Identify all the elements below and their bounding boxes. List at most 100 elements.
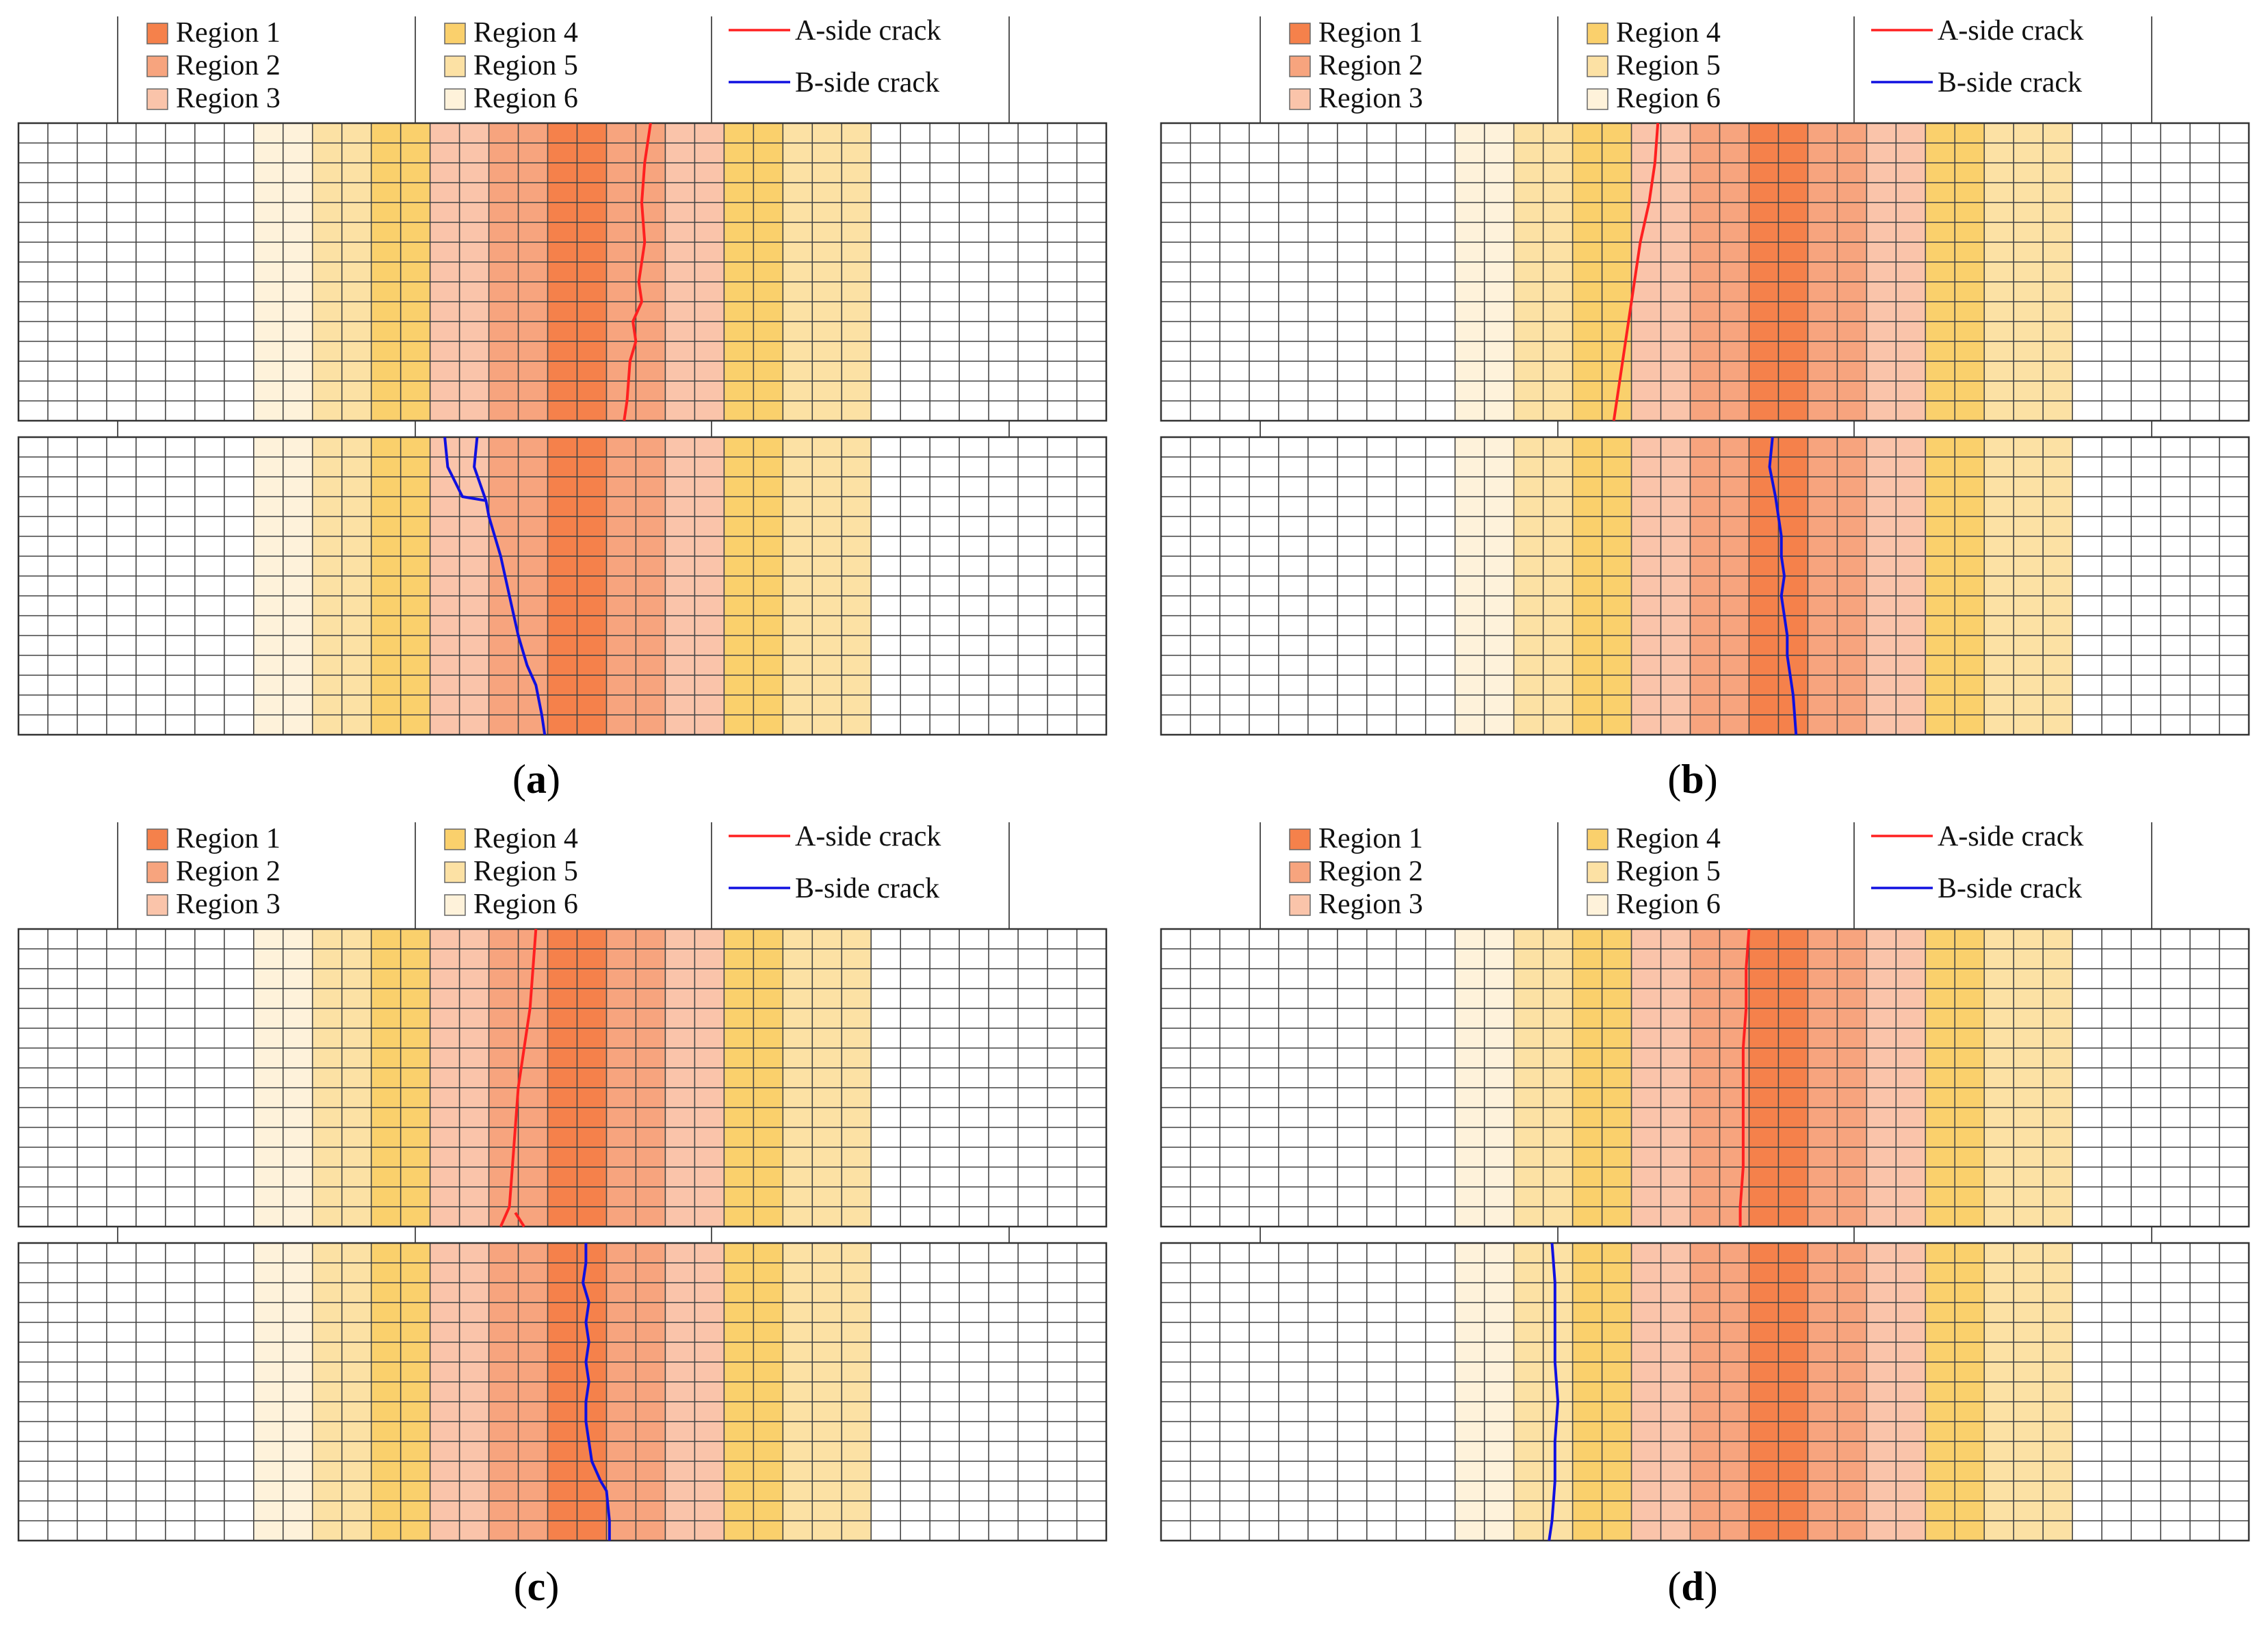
region-4-column	[400, 437, 431, 735]
strip-a-side	[1160, 122, 2250, 422]
legend-label-b-side: B-side crack	[795, 873, 939, 904]
strip-border	[1160, 1242, 2250, 1542]
region-2-column	[1808, 123, 1838, 421]
legend-label-region-6: Region 6	[1616, 889, 1721, 920]
legend-label-region-1: Region 1	[176, 17, 281, 49]
region-2-column	[488, 437, 519, 735]
region-5-column	[1984, 123, 2014, 421]
region-5-column	[2043, 123, 2073, 421]
region-6-column	[1484, 437, 1515, 735]
region-5-column	[1513, 437, 1544, 735]
region-5-column	[341, 437, 372, 735]
region-2-column	[636, 929, 666, 1227]
region-4-column	[371, 437, 402, 735]
strip-a-side	[17, 122, 1108, 422]
region-6-column	[283, 1243, 313, 1541]
legend-label-region-6: Region 6	[473, 889, 578, 920]
region-6-column	[283, 123, 313, 421]
legend-label-a-side: A-side crack	[795, 821, 941, 852]
region-3-column	[694, 1243, 725, 1541]
legend-swatch-region-5	[1587, 861, 1608, 883]
strip-border	[1160, 122, 2250, 422]
region-2-column	[1719, 1243, 1749, 1541]
legend-swatch-region-2	[146, 861, 168, 883]
legend-label-region-3: Region 3	[1318, 83, 1423, 114]
region-2-column	[636, 437, 666, 735]
region-5-column	[1513, 929, 1544, 1227]
region-5-column	[2043, 929, 2073, 1227]
region-6-column	[1455, 929, 1485, 1227]
region-2-column	[518, 1243, 549, 1541]
a-side-crack	[499, 928, 538, 1227]
region-4-column	[1602, 929, 1632, 1227]
legend-swatch-region-1	[146, 23, 168, 44]
region-2-column	[606, 1243, 636, 1541]
legend-label-region-5: Region 5	[1616, 856, 1721, 887]
region-2-column	[636, 1243, 666, 1541]
region-5-column	[842, 929, 872, 1227]
region-5-column	[812, 437, 842, 735]
b-side-crack	[582, 1243, 611, 1541]
legend-label-region-4: Region 4	[1616, 17, 1721, 49]
a-side-crack	[1738, 928, 1751, 1227]
region-2-column	[488, 1243, 519, 1541]
strip-a-side	[17, 928, 1108, 1228]
legend-swatch-region-3	[146, 894, 168, 916]
region-4-column	[1955, 1243, 1985, 1541]
strip-b-side	[17, 1242, 1108, 1542]
region-1-column	[1749, 123, 1779, 421]
region-6-column	[1455, 1243, 1485, 1541]
region-1-column	[577, 437, 607, 735]
strip-b-side	[1160, 1242, 2250, 1542]
region-5-column	[1543, 929, 1574, 1227]
region-4-column	[753, 123, 783, 421]
region-3-column	[694, 929, 725, 1227]
region-2-column	[488, 123, 519, 421]
region-2-column	[1837, 437, 1867, 735]
region-4-column	[1925, 123, 1955, 421]
legend-swatch-region-2	[1289, 861, 1311, 883]
legend-swatch-region-1	[146, 828, 168, 850]
legend-label-a-side: A-side crack	[1938, 821, 2083, 852]
region-2-column	[488, 929, 519, 1227]
region-6-column	[1455, 437, 1485, 735]
region-5-column	[1984, 437, 2014, 735]
legend-label-region-5: Region 5	[1616, 50, 1721, 81]
region-4-column	[1925, 929, 1955, 1227]
region-5-column	[341, 123, 372, 421]
region-4-column	[1925, 437, 1955, 735]
region-5-column	[812, 1243, 842, 1541]
region-5-column	[783, 437, 813, 735]
region-5-column	[842, 1243, 872, 1541]
region-5-column	[1543, 437, 1574, 735]
region-6-column	[283, 437, 313, 735]
region-2-column	[518, 123, 549, 421]
region-5-column	[1513, 1243, 1544, 1541]
region-2-column	[1690, 437, 1720, 735]
region-3-column	[1896, 1243, 1926, 1541]
legend-swatch-region-3	[1289, 88, 1311, 110]
region-5-column	[783, 1243, 813, 1541]
legend-label-region-4: Region 4	[473, 17, 578, 49]
legend-label-region-2: Region 2	[176, 856, 281, 887]
legend-label-b-side: B-side crack	[795, 67, 939, 99]
region-3-column	[665, 123, 695, 421]
legend-label-region-3: Region 3	[176, 83, 281, 114]
region-3-column	[1866, 1243, 1896, 1541]
strip-b-side	[1160, 436, 2250, 736]
legend-swatch-region-6	[444, 88, 466, 110]
legend-label-region-6: Region 6	[1616, 83, 1721, 114]
region-4-column	[371, 123, 402, 421]
legend-label-region-1: Region 1	[1318, 823, 1423, 854]
legend-label-region-5: Region 5	[473, 50, 578, 81]
region-5-column	[2013, 437, 2044, 735]
region-2-column	[606, 929, 636, 1227]
region-4-column	[1572, 929, 1603, 1227]
legend-label-region-4: Region 4	[473, 823, 578, 854]
region-3-column	[1631, 1243, 1662, 1541]
b-side-crack	[443, 436, 547, 735]
legend-label-region-5: Region 5	[473, 856, 578, 887]
region-3-column	[1631, 437, 1662, 735]
